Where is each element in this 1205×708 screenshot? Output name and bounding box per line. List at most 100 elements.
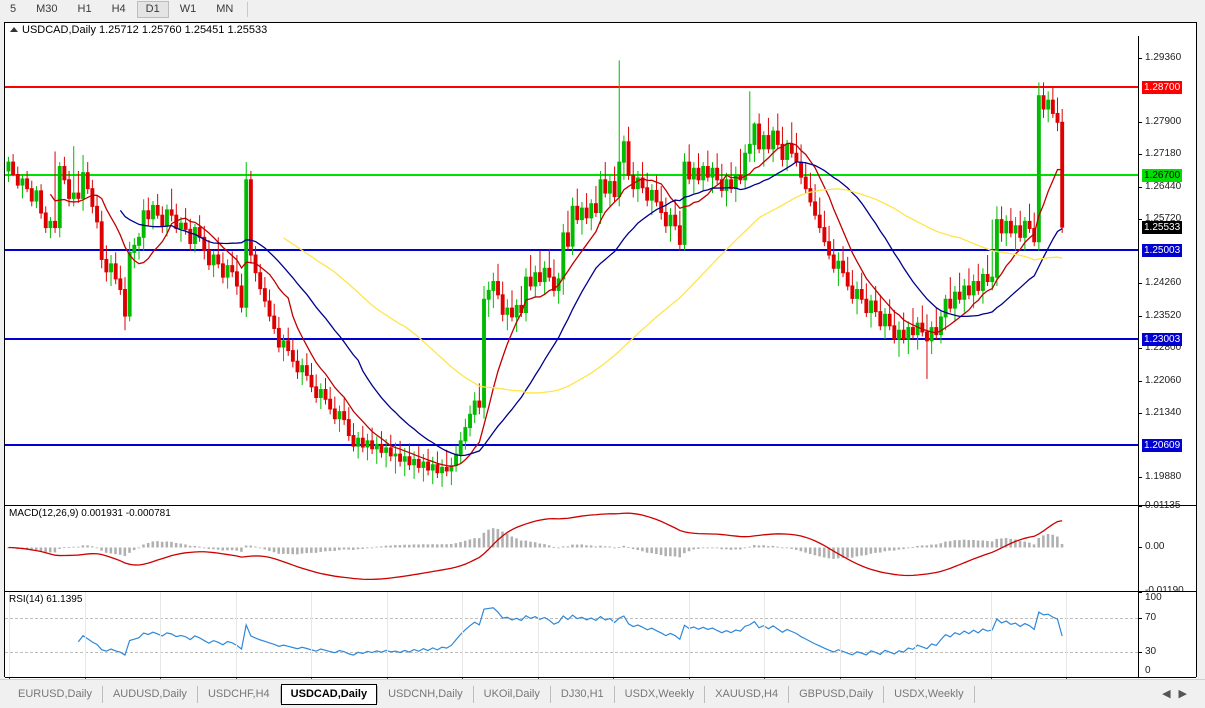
moving-average-line bbox=[283, 188, 1063, 394]
chart-tab-usdx-weekly[interactable]: USDX,Weekly bbox=[624, 688, 695, 700]
rsi-level-line bbox=[5, 651, 1138, 653]
price-tick-label: 1.22800 bbox=[1145, 341, 1182, 353]
axis-line bbox=[1138, 592, 1139, 677]
rsi-label: RSI(14) 61.1395 bbox=[9, 594, 83, 605]
price-tag-last-price[interactable]: 1.25533 bbox=[1142, 221, 1183, 234]
axis-tick bbox=[1138, 547, 1142, 549]
chevron-left-icon[interactable]: ◀ bbox=[1162, 688, 1179, 700]
chart-window: USDCAD,Daily 1.25712 1.25760 1.25451 1.2… bbox=[4, 22, 1197, 696]
macd-label: MACD(12,26,9) 0.001931 -0.000781 bbox=[9, 508, 171, 519]
tab-separator bbox=[549, 686, 551, 703]
axis-tick bbox=[1138, 186, 1142, 188]
chart-tab-usdcad-daily[interactable]: USDCAD,Daily bbox=[280, 684, 378, 705]
tab-separator bbox=[101, 686, 103, 703]
chart-tab-dj30-h1[interactable]: DJ30,H1 bbox=[560, 688, 604, 700]
rsi-plot-area[interactable] bbox=[5, 592, 1138, 677]
macd-signal-line bbox=[8, 512, 1063, 581]
vertical-gridline bbox=[915, 592, 917, 677]
horizontal-level-line[interactable] bbox=[5, 337, 1138, 340]
axis-tick bbox=[1138, 218, 1142, 220]
timeframe-h1[interactable]: H1 bbox=[77, 3, 92, 15]
vertical-gridline bbox=[386, 592, 388, 677]
macd-tick-label: 0.00 bbox=[1145, 541, 1165, 553]
pane-divider-rsi bbox=[5, 591, 1196, 592]
tab-scroll-arrows[interactable]: ◀▶ bbox=[1162, 687, 1195, 700]
vertical-gridline bbox=[613, 592, 615, 677]
timeframe-list: 5 M30 H1 H4 D1 W1 MN bbox=[0, 0, 252, 19]
chart-tab-gbpusd-daily[interactable]: GBPUSD,Daily bbox=[799, 688, 874, 700]
timeframe-h4[interactable]: H4 bbox=[111, 3, 126, 15]
tab-separator bbox=[196, 686, 198, 703]
symbol-ohlc-title: USDCAD,Daily 1.25712 1.25760 1.25451 1.2… bbox=[22, 24, 268, 36]
rsi-tick-label: 100 bbox=[1145, 592, 1162, 603]
chart-tab-list: EURUSD,Daily AUDUSD,Daily USDCHF,H4 USDCAD,… bbox=[8, 684, 975, 705]
timeframe-d1[interactable]: D1 bbox=[136, 1, 169, 18]
price-pane: 1.29360 1.27900 1.27180 1.26440 1.25720 1.242… bbox=[5, 36, 1196, 505]
rsi-tick-label: 0 bbox=[1145, 665, 1151, 676]
tab-separator bbox=[613, 686, 615, 703]
price-tick-label: 1.24260 bbox=[1145, 277, 1182, 289]
price-tick-label: 1.27180 bbox=[1145, 148, 1182, 160]
pane-divider-macd bbox=[5, 505, 1196, 506]
chart-tab-usdx-weekly[interactable]: USDX,Weekly bbox=[894, 688, 964, 700]
price-tick-label: 1.21340 bbox=[1145, 406, 1182, 418]
rsi-pane: RSI(14) 61.1395 100 70 30 0 bbox=[5, 592, 1196, 678]
price-tick-label: 1.22060 bbox=[1145, 374, 1182, 386]
axis-tick bbox=[1138, 154, 1142, 156]
timeframe-5[interactable]: 5 bbox=[10, 3, 17, 15]
axis-tick bbox=[1138, 651, 1142, 653]
horizontal-level-line[interactable] bbox=[5, 443, 1138, 446]
axis-tick bbox=[1138, 122, 1142, 124]
rsi-tick-label: 30 bbox=[1145, 645, 1157, 657]
chart-tab-usdchf-h4[interactable]: USDCHF,H4 bbox=[207, 688, 270, 700]
tab-separator bbox=[704, 686, 706, 703]
tab-separator bbox=[377, 686, 379, 703]
vertical-gridline bbox=[462, 592, 464, 677]
vertical-gridline bbox=[688, 592, 690, 677]
price-tag-level-line[interactable]: 1.25003 bbox=[1142, 244, 1183, 258]
rsi-line bbox=[77, 607, 1063, 656]
toolbar-separator bbox=[247, 2, 249, 17]
chart-tab-bar: EURUSD,Daily AUDUSD,Daily USDCHF,H4 USDCAD,… bbox=[0, 679, 1205, 708]
chart-tab-audusd-daily[interactable]: AUDUSD,Daily bbox=[112, 688, 187, 700]
price-tick-label: 1.26440 bbox=[1145, 180, 1182, 192]
chart-title-row: USDCAD,Daily 1.25712 1.25760 1.25451 1.2… bbox=[5, 23, 1196, 37]
vertical-gridline bbox=[311, 592, 313, 677]
macd-tick-label: 0.01135 bbox=[1145, 500, 1181, 511]
price-tick-label: 1.19880 bbox=[1145, 471, 1182, 483]
timeframe-m30[interactable]: M30 bbox=[36, 3, 58, 15]
macd-plot-area[interactable] bbox=[5, 506, 1138, 591]
moving-average-line bbox=[49, 142, 1063, 468]
horizontal-level-line[interactable] bbox=[5, 249, 1138, 252]
timeframe-w1[interactable]: W1 bbox=[179, 3, 197, 15]
chart-tab-eurusd-daily[interactable]: EURUSD,Daily bbox=[18, 688, 92, 700]
rsi-tick-label: 70 bbox=[1145, 611, 1157, 623]
axis-line bbox=[1138, 506, 1139, 591]
triangle-up-icon[interactable] bbox=[10, 27, 18, 32]
chart-tab-usdcnh-daily[interactable]: USDCNH,Daily bbox=[388, 688, 463, 700]
price-axis[interactable]: 1.29360 1.27900 1.27180 1.26440 1.25720 1.242… bbox=[1138, 36, 1196, 505]
price-tag-level-line[interactable]: 1.23003 bbox=[1142, 332, 1183, 346]
chart-tab-xauusd-h4[interactable]: XAUUSD,H4 bbox=[715, 688, 779, 700]
axis-tick bbox=[1138, 592, 1142, 593]
axis-tick bbox=[1138, 506, 1142, 507]
timeframe-mn[interactable]: MN bbox=[216, 3, 234, 15]
chart-tab-ukoil-daily[interactable]: UKOil,Daily bbox=[483, 688, 540, 700]
price-plot-area[interactable] bbox=[5, 36, 1138, 505]
horizontal-level-line[interactable] bbox=[5, 174, 1138, 177]
vertical-gridline bbox=[235, 592, 237, 677]
price-tag-resistance-line[interactable]: 1.28700 bbox=[1142, 80, 1183, 94]
rsi-level-line bbox=[5, 617, 1138, 619]
price-tick-label: 1.29360 bbox=[1145, 51, 1182, 63]
timeframe-toolbar: 5 M30 H1 H4 D1 W1 MN bbox=[0, 0, 1205, 19]
axis-line bbox=[1138, 36, 1139, 505]
vertical-gridline bbox=[84, 592, 86, 677]
horizontal-level-line[interactable] bbox=[5, 85, 1138, 88]
axis-tick bbox=[1138, 283, 1142, 285]
price-tag-level-line[interactable]: 1.20609 bbox=[1142, 438, 1183, 452]
vertical-gridline bbox=[160, 592, 162, 677]
chevron-right-icon[interactable]: ▶ bbox=[1178, 688, 1195, 700]
vertical-gridline bbox=[839, 592, 841, 677]
price-tag-support-line[interactable]: 1.26700 bbox=[1142, 169, 1183, 183]
